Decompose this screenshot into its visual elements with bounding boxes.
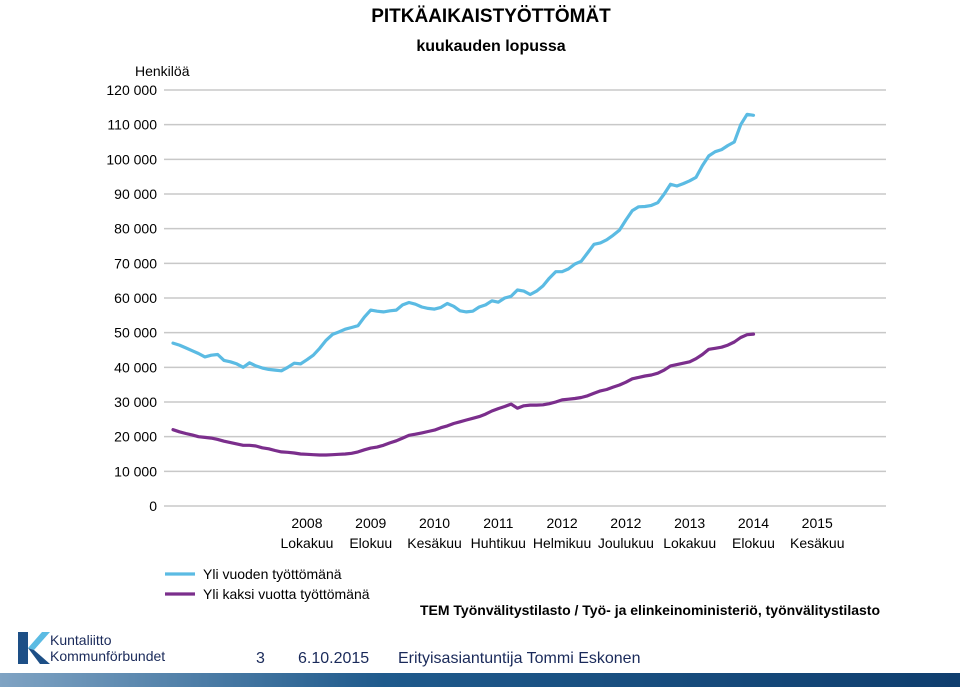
- footer-bar: [0, 673, 960, 687]
- x-tick-month: Kesäkuu: [407, 535, 461, 551]
- x-tick-year: 2009: [355, 515, 386, 531]
- chart-title: PITKÄAIKAISTYÖTTÖMÄT: [371, 6, 611, 27]
- kuntaliitto-logo: Kuntaliitto Kommunförbundet: [16, 626, 186, 670]
- x-tick-month: Kesäkuu: [790, 535, 844, 551]
- y-tick-label: 20 000: [114, 429, 157, 445]
- y-tick-labels: 0 10 000 20 000 30 000 40 000 50 000 60 000 70 …: [106, 82, 157, 514]
- y-tick-label: 80 000: [114, 221, 157, 237]
- x-tick-month: Elokuu: [732, 535, 775, 551]
- footer-date: 6.10.2015: [298, 650, 370, 667]
- x-tick-year: 2011: [483, 515, 513, 531]
- series-lines: [171, 112, 756, 457]
- y-axis-label: Henkilöä: [135, 63, 190, 79]
- x-tick-month: Huhtikuu: [471, 535, 526, 551]
- footer-author: Erityisasiantuntija Tommi Eskonen: [398, 650, 641, 667]
- gridlines: [164, 89, 886, 507]
- y-tick-label: 30 000: [114, 394, 157, 410]
- legend: Yli vuoden työttömänä Yli kaksi vuotta ty…: [165, 566, 370, 602]
- legend-label: Yli vuoden työttömänä: [203, 566, 342, 582]
- logo-line1: Kuntaliitto: [50, 632, 112, 648]
- y-tick-label: 60 000: [114, 290, 157, 306]
- y-tick-label: 70 000: [114, 255, 157, 271]
- y-tick-label: 90 000: [114, 186, 157, 202]
- x-tick-month: Joulukuu: [598, 535, 654, 551]
- y-tick-label: 10 000: [114, 463, 157, 479]
- y-tick-label: 0: [149, 498, 157, 514]
- x-tick-labels: 2008 Lokakuu 2009 Elokuu 2010 Kesäkuu 2011 Huht…: [280, 515, 844, 551]
- series-line-1: [171, 112, 756, 373]
- x-tick-month: Lokakuu: [280, 535, 333, 551]
- y-tick-label: 50 000: [114, 325, 157, 341]
- x-tick-month: Elokuu: [349, 535, 392, 551]
- page-number: 3: [256, 650, 265, 667]
- logo-mark-icon: [18, 632, 50, 664]
- x-tick-year: 2012: [610, 515, 641, 531]
- chart-subtitle: kuukauden lopussa: [416, 38, 565, 55]
- y-tick-label: 100 000: [106, 151, 157, 167]
- logo-line2: Kommunförbundet: [50, 648, 166, 664]
- legend-label: Yli kaksi vuotta työttömänä: [203, 586, 370, 602]
- y-tick-label: 110 000: [107, 117, 157, 133]
- x-tick-year: 2013: [674, 515, 705, 531]
- source-note: TEM Työnvälitystilasto / Työ- ja elinkei…: [420, 602, 880, 618]
- x-tick-month: Lokakuu: [663, 535, 716, 551]
- x-tick-month: Helmikuu: [533, 535, 591, 551]
- x-tick-year: 2015: [802, 515, 833, 531]
- series-line-2: [171, 332, 756, 457]
- x-tick-year: 2010: [419, 515, 450, 531]
- x-tick-year: 2012: [547, 515, 578, 531]
- y-tick-label: 120 000: [106, 82, 157, 98]
- x-tick-year: 2008: [291, 515, 322, 531]
- y-tick-label: 40 000: [114, 359, 157, 375]
- x-tick-year: 2014: [738, 515, 769, 531]
